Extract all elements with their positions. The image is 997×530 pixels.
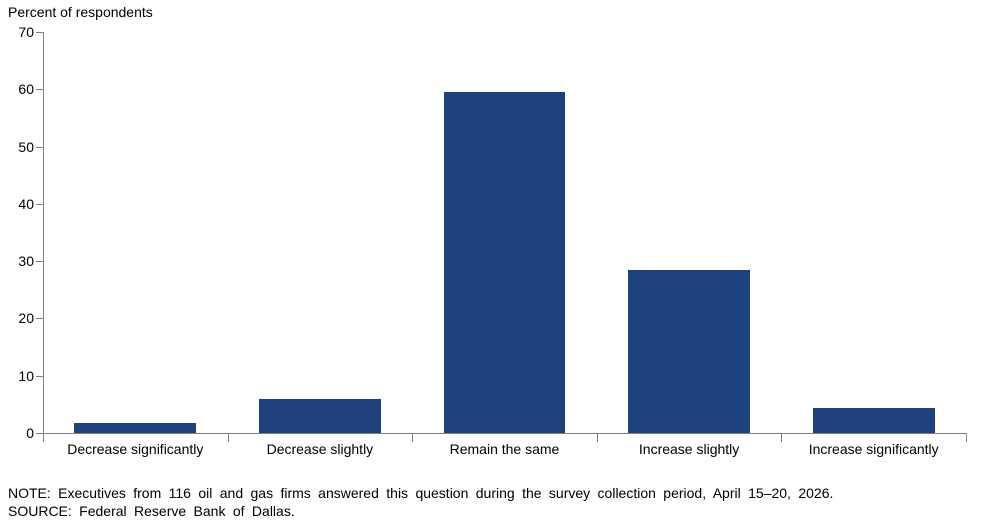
- y-tick-label: 60: [18, 81, 34, 98]
- x-axis-tick: [412, 434, 414, 442]
- y-tick-label: 0: [26, 425, 34, 441]
- x-category-label-decrease-slightly: Decrease slightly: [266, 441, 374, 457]
- x-axis-tick: [781, 434, 783, 442]
- y-tick-label: 50: [18, 138, 34, 155]
- x-axis-tick: [966, 434, 967, 442]
- x-category-label-increase-slightly: Increase slightly: [638, 441, 740, 457]
- x-category-label-increase-significantly: Increase significantly: [808, 441, 939, 457]
- y-tick-label: 20: [18, 310, 34, 327]
- y-tick-label: 70: [18, 24, 34, 40]
- bar-decrease-slightly: [258, 399, 381, 433]
- y-axis-tick: [36, 32, 43, 33]
- y-axis-tick: [36, 146, 43, 148]
- y-axis-line: [43, 32, 44, 441]
- bar-increase-significantly: [812, 408, 935, 433]
- x-category-label-remain-the-same: Remain the same: [449, 441, 560, 457]
- x-axis-line: [43, 433, 967, 434]
- footnote-block: NOTE: Executives from 116 oil and gas fi…: [8, 484, 990, 520]
- y-axis-tick: [36, 318, 43, 320]
- y-axis-tick: [36, 261, 43, 263]
- bar-increase-slightly: [628, 270, 750, 433]
- note-text: NOTE: Executives from 116 oil and gas fi…: [8, 485, 834, 501]
- bar-remain-the-same: [443, 92, 566, 433]
- y-axis-tick: [36, 203, 43, 205]
- x-axis-tick: [227, 434, 229, 442]
- x-axis-tick: [43, 434, 44, 442]
- y-axis-title: Percent of respondents: [8, 4, 153, 20]
- x-category-label-decrease-significantly: Decrease significantly: [67, 441, 204, 457]
- x-axis-tick: [596, 434, 598, 442]
- y-axis-tick: [36, 89, 43, 91]
- bar-decrease-significantly: [74, 423, 197, 433]
- y-tick-label: 40: [18, 195, 34, 212]
- source-text: SOURCE: Federal Reserve Bank of Dallas.: [8, 503, 295, 519]
- y-tick-label: 30: [18, 253, 34, 270]
- y-axis-tick: [36, 375, 43, 377]
- y-axis-tick: [36, 433, 43, 434]
- y-tick-label: 10: [18, 367, 34, 384]
